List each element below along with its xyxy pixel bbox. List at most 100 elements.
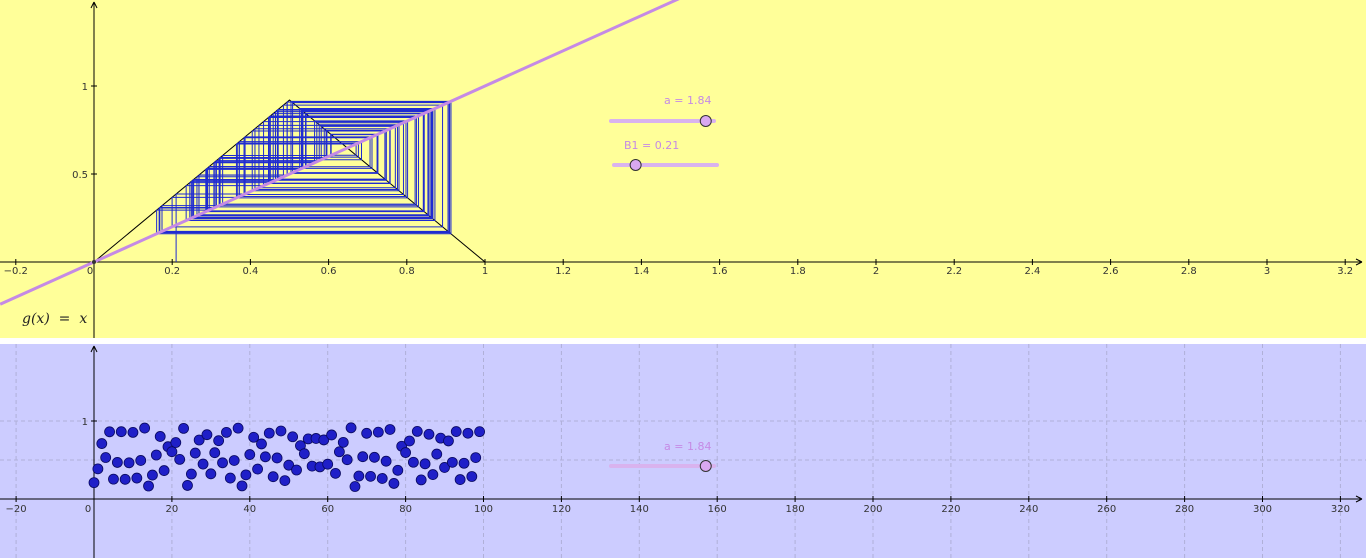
- iterate-point: [139, 422, 151, 434]
- iterate-point: [240, 469, 252, 481]
- iterate-point: [170, 437, 182, 448]
- iterate-point: [353, 470, 365, 482]
- x-tick-label: 220: [941, 504, 960, 515]
- iterate-point: [400, 447, 412, 458]
- x-tick-label: 140: [630, 504, 649, 515]
- iterate-point: [404, 435, 415, 447]
- iterate-point: [135, 455, 147, 466]
- iterate-point: [209, 447, 221, 459]
- iterate-point: [388, 478, 400, 489]
- iterate-point: [454, 474, 466, 485]
- x-tick-label: 0: [87, 266, 93, 277]
- x-tick-label: 2.8: [1181, 266, 1197, 277]
- slider-a-label: a = 1.84: [664, 94, 712, 107]
- iterate-point: [178, 422, 189, 434]
- iterate-point: [197, 458, 209, 470]
- iterate-point: [458, 457, 470, 469]
- iterate-point: [369, 451, 380, 463]
- iterate-point: [201, 429, 213, 441]
- iterate-point: [217, 457, 228, 469]
- iterate-point: [470, 452, 482, 464]
- iterate-point: [275, 425, 287, 437]
- x-tick-label: −0.2: [4, 266, 28, 277]
- iterate-point: [291, 464, 302, 476]
- iterate-point: [439, 462, 450, 473]
- iterate-point: [96, 438, 108, 449]
- iterate-point: [427, 469, 439, 480]
- y-axis-arrow: [90, 1, 98, 9]
- iterate-point: [407, 456, 419, 468]
- iterate-point: [349, 481, 361, 492]
- cobweb-plot[interactable]: −0.2 0 0.2 0.4 0.6 0.8 1 1.2 1.4 1.6 1.8 2 2.2 2.4 2.6…: [0, 0, 1366, 338]
- iterate-point: [365, 470, 376, 482]
- iterate-point: [158, 465, 170, 476]
- slider-b1-knob[interactable]: [629, 159, 642, 171]
- iterate-point: [143, 480, 154, 492]
- iterate-point: [357, 451, 369, 463]
- x-tick-label: 120: [552, 504, 571, 515]
- iterate-point: [236, 480, 248, 492]
- y-tick-label: 1: [82, 82, 88, 93]
- iterate-point: [415, 474, 427, 486]
- iterate-point: [392, 464, 404, 476]
- x-tick-label: 0.2: [164, 266, 180, 277]
- iterate-point: [115, 426, 127, 438]
- x-tick-label: 1.2: [555, 266, 571, 277]
- iterate-point: [232, 422, 244, 434]
- x-tick-label: 1: [482, 266, 488, 277]
- x-tick-label: 300: [1253, 504, 1272, 515]
- x-tick-label: 1.8: [790, 266, 806, 277]
- iterate-point: [119, 473, 131, 485]
- x-tick-label: 260: [1097, 504, 1116, 515]
- iterate-point: [431, 448, 443, 460]
- iterate-point: [446, 456, 458, 468]
- iterate-point: [166, 446, 178, 458]
- x-axis-arrow: [1355, 258, 1363, 266]
- iterate-point: [287, 431, 299, 443]
- iterate-point: [326, 429, 337, 441]
- slider-a2-knob[interactable]: [699, 460, 712, 472]
- iterate-point: [345, 422, 357, 434]
- iterate-point: [193, 434, 205, 446]
- x-tick-label: 280: [1175, 504, 1194, 515]
- iterate-point: [443, 435, 454, 447]
- iterate-point: [474, 426, 486, 438]
- graphics-view-2[interactable]: −20 0 20 40 60 80 100 120 140 160 180 200 220 240 260 2…: [0, 344, 1366, 558]
- y-tick-label: 1: [82, 417, 88, 428]
- iterate-point: [256, 438, 267, 450]
- x-tick-label: 0: [85, 504, 91, 515]
- iterate-point: [127, 426, 139, 438]
- slider-b1-label: B1 = 0.21: [624, 139, 680, 152]
- iterate-point: [182, 480, 193, 491]
- x-tick-label: 80: [399, 504, 412, 515]
- iterate-point: [462, 427, 474, 439]
- iterate-point: [123, 457, 135, 469]
- iterate-point: [111, 457, 123, 468]
- iterate-point: [337, 436, 349, 448]
- cobweb-path: [156, 100, 452, 262]
- x-tick-label: 2: [873, 266, 879, 277]
- iteration-scatter-plot[interactable]: −20 0 20 40 60 80 100 120 140 160 180 200 220 240 260 2…: [0, 344, 1366, 558]
- x-tick-label: 180: [786, 504, 805, 515]
- graphics-view-1[interactable]: −0.2 0 0.2 0.4 0.6 0.8 1 1.2 1.4 1.6 1.8 2 2.2 2.4 2.6…: [0, 0, 1366, 338]
- x-tick-label: 1.6: [712, 266, 728, 277]
- iterate-point: [322, 458, 334, 470]
- x-tick-label: 160: [708, 504, 727, 515]
- iterate-point: [92, 463, 104, 475]
- iterate-point: [104, 426, 115, 438]
- iterate-point: [450, 426, 462, 437]
- slider-a2-label: a = 1.84: [664, 440, 712, 453]
- iterate-point: [154, 431, 166, 442]
- iterate-point: [252, 463, 263, 475]
- identity-line: [0, 0, 680, 306]
- iterate-point: [100, 452, 112, 463]
- iterate-point: [330, 467, 341, 479]
- iterate-point: [283, 459, 295, 471]
- iterate-point: [341, 454, 353, 466]
- function-label: g(x) = x: [22, 311, 88, 327]
- iterate-point: [376, 473, 388, 484]
- slider-a-knob[interactable]: [699, 115, 712, 127]
- iterate-point: [259, 451, 271, 463]
- iterate-point: [271, 452, 283, 464]
- iterate-point: [419, 458, 431, 470]
